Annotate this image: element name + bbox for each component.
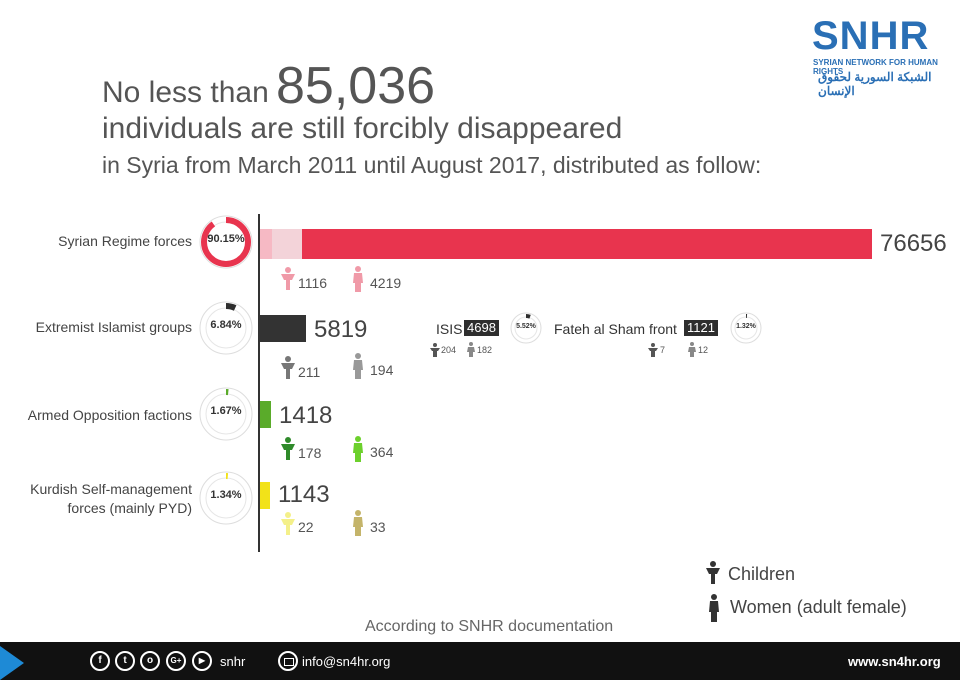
woman-icon xyxy=(688,342,696,357)
value-label-opposition: 1418 xyxy=(279,402,333,429)
woman-icon xyxy=(353,436,363,462)
bar-regime-segment xyxy=(272,229,302,259)
child-icon xyxy=(281,512,295,535)
chart-axis xyxy=(258,214,260,552)
bar-kurdish xyxy=(260,482,270,509)
ring-arc xyxy=(201,389,251,439)
ring-outline xyxy=(199,301,253,355)
value-label-kurdish: 1143 xyxy=(278,481,330,508)
percent-label-regime: 90.15% xyxy=(207,233,245,245)
subgroup-isis-total: 4698 xyxy=(464,320,499,336)
bar-regime-segment xyxy=(260,229,272,259)
value-label-regime: 76656 xyxy=(880,230,947,257)
category-label-extremist: Extremist Islamist groups xyxy=(35,319,192,335)
logo-text: SNHR xyxy=(812,14,930,58)
child-icon xyxy=(281,267,295,290)
headline-number: 85,036 xyxy=(276,57,436,115)
subgroup-isis-children: 204 xyxy=(441,345,457,355)
legend-woman-icon xyxy=(709,594,719,622)
women-count-kurdish: 33 xyxy=(370,519,386,535)
headline-line2: individuals are still forcibly disappear… xyxy=(102,112,623,145)
women-count-regime: 4219 xyxy=(370,275,402,291)
instagram-icon[interactable]: o xyxy=(140,651,160,671)
value-label-extremist: 5819 xyxy=(314,316,368,343)
source-note: According to SNHR documentation xyxy=(365,618,614,635)
ring-isis xyxy=(510,312,542,344)
children-count-regime: 1116 xyxy=(298,275,328,291)
footer-accent xyxy=(0,646,24,680)
footer-email[interactable]: info@sn4hr.org xyxy=(302,654,391,669)
woman-icon xyxy=(353,266,363,292)
twitter-icon[interactable]: t xyxy=(115,651,135,671)
facebook-icon[interactable]: f xyxy=(90,651,110,671)
subgroup-fateh-percent: 1.32% xyxy=(736,323,756,330)
legend-child-icon xyxy=(706,561,720,584)
youtube-icon[interactable]: ▶ xyxy=(192,651,212,671)
category-label-opposition: Armed Opposition factions xyxy=(27,407,192,423)
subgroup-isis-women: 182 xyxy=(477,345,493,355)
percent-label-opposition: 1.67% xyxy=(210,405,242,417)
footer-website[interactable]: www.sn4hr.org xyxy=(848,654,941,669)
category-label-kurdish: Kurdish Self-management forces (mainly P… xyxy=(30,481,192,516)
woman-icon xyxy=(353,510,363,536)
footer-handle[interactable]: snhr xyxy=(220,654,246,669)
child-icon xyxy=(648,343,658,357)
women-count-opposition: 364 xyxy=(370,444,394,460)
bar-opposition xyxy=(260,401,271,428)
subgroup-isis-percent: 5.52% xyxy=(516,323,536,330)
ring-arc xyxy=(732,314,760,342)
ring-outline xyxy=(199,215,253,269)
women-count-extremist: 194 xyxy=(370,362,394,378)
ring-kurdish xyxy=(199,471,253,525)
subgroup-fateh-total: 1121 xyxy=(684,320,718,336)
child-icon xyxy=(281,437,295,460)
ring-arc xyxy=(201,473,251,523)
subgroup-fateh-women: 12 xyxy=(698,345,709,355)
headline-line3: in Syria from March 2011 until August 20… xyxy=(102,152,762,178)
subgroup-fateh-label: Fateh al Sham front xyxy=(554,321,677,337)
legend-women: Women (adult female) xyxy=(730,597,907,617)
email-icon[interactable] xyxy=(278,651,298,671)
ring-regime xyxy=(199,215,253,269)
googleplus-icon[interactable]: G+ xyxy=(166,651,186,671)
percent-label-kurdish: 1.34% xyxy=(210,489,242,501)
percent-label-extremist: 6.84% xyxy=(210,319,242,331)
children-count-extremist: 211 xyxy=(298,364,321,380)
subgroup-isis-label: ISIS xyxy=(436,321,463,337)
children-count-kurdish: 22 xyxy=(298,519,314,535)
bar-extremist xyxy=(260,315,306,342)
child-icon xyxy=(281,356,295,379)
ring-arc xyxy=(201,303,251,353)
woman-icon xyxy=(353,353,363,379)
ring-outline xyxy=(199,387,253,441)
ring-opposition xyxy=(199,387,253,441)
legend-children: Children xyxy=(728,564,796,584)
logo-subtitle: SYRIAN NETWORK FOR HUMAN RIGHTS xyxy=(813,58,938,76)
bar-regime xyxy=(260,229,872,259)
ring-arc xyxy=(512,314,540,342)
headline-prefix: No less than xyxy=(102,76,269,109)
ring-extremist xyxy=(199,301,253,355)
footer-bar xyxy=(0,642,960,680)
woman-icon xyxy=(467,342,475,357)
logo-arabic: الشبكة السورية لحقوق الإنسان xyxy=(818,70,932,98)
category-label-regime: Syrian Regime forces xyxy=(58,233,192,249)
subgroup-fateh-children: 7 xyxy=(660,345,666,355)
children-count-opposition: 178 xyxy=(298,445,322,461)
child-icon xyxy=(430,343,440,357)
ring-outline xyxy=(199,471,253,525)
ring-fateh xyxy=(730,312,762,344)
ring-arc xyxy=(201,217,251,267)
